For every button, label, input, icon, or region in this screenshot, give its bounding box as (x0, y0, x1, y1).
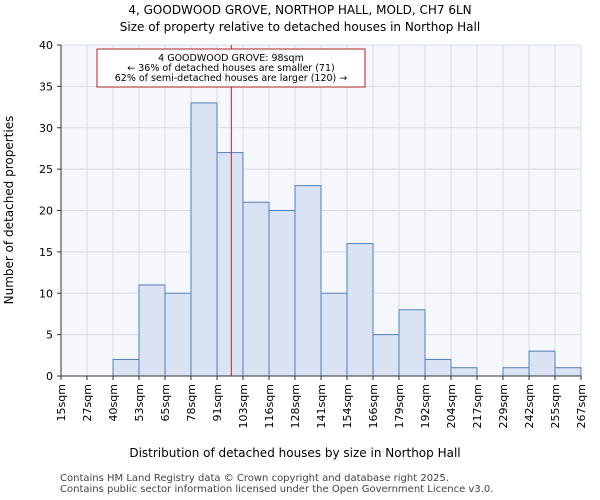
bar (372, 334, 400, 377)
bar (164, 292, 192, 377)
y-tick-label: 35 (39, 80, 53, 93)
x-tick-label: 192sqm (419, 384, 432, 428)
y-tick-label: 25 (39, 163, 53, 176)
bar (242, 201, 270, 377)
annotation-line1: 4 GOODWOOD GROVE: 98sqm (158, 53, 304, 64)
y-axis-label: Number of detached properties (2, 116, 16, 305)
x-tick-label: 65sqm (159, 384, 172, 421)
x-tick-label: 154sqm (341, 384, 354, 428)
y-tick-label: 30 (39, 122, 53, 135)
y-tick-label: 0 (46, 370, 53, 383)
x-tick-label: 40sqm (107, 384, 120, 421)
y-tick-label: 20 (39, 205, 53, 218)
x-tick-label: 53sqm (133, 384, 146, 421)
annotation-box: 4 GOODWOOD GROVE: 98sqm ← 36% of detache… (96, 48, 366, 88)
annotation-line2: ← 36% of detached houses are smaller (71… (127, 63, 334, 74)
x-tick-label: 229sqm (497, 384, 510, 428)
bar (320, 292, 348, 377)
x-tick-label: 103sqm (237, 384, 250, 428)
bar (112, 358, 140, 377)
x-axis: 15sqm 27sqm 40sqm 53sqm 65sqm 78sqm 91sqm 103sq… (55, 375, 588, 428)
y-axis: 0 5 10 15 20 25 30 35 40 (39, 39, 62, 383)
bar (346, 243, 374, 377)
chart-title-line2: Size of property relative to detached ho… (120, 20, 480, 34)
bar (528, 350, 556, 377)
x-tick-label: 204sqm (445, 384, 458, 428)
x-tick-label: 166sqm (367, 384, 380, 428)
x-tick-label: 255sqm (549, 384, 562, 428)
x-tick-label: 116sqm (263, 384, 276, 428)
y-tick-label: 10 (39, 287, 53, 300)
bar (268, 210, 296, 377)
x-tick-label: 179sqm (393, 384, 406, 428)
x-tick-label: 217sqm (471, 384, 484, 428)
x-tick-label: 267sqm (575, 384, 588, 428)
x-tick-label: 141sqm (315, 384, 328, 428)
y-tick-label: 15 (39, 246, 53, 259)
bar (138, 284, 166, 377)
y-tick-label: 5 (46, 329, 53, 342)
x-axis-label: Distribution of detached houses by size … (129, 446, 460, 460)
bar (398, 309, 426, 377)
bar (424, 358, 452, 377)
bar (450, 367, 478, 377)
bar (554, 367, 582, 377)
bar (502, 367, 530, 377)
x-tick-label: 15sqm (55, 384, 68, 421)
annotation-line3: 62% of semi-detached houses are larger (… (115, 73, 348, 84)
y-tick-label: 40 (39, 39, 53, 52)
chart-title-line1: 4, GOODWOOD GROVE, NORTHOP HALL, MOLD, C… (128, 3, 471, 17)
bar (294, 185, 322, 377)
bar (190, 102, 218, 377)
x-tick-label: 128sqm (289, 384, 302, 428)
bars (112, 102, 582, 377)
x-tick-label: 242sqm (523, 384, 536, 428)
x-tick-label: 27sqm (81, 384, 94, 421)
bar (216, 152, 244, 377)
x-tick-label: 91sqm (211, 384, 224, 421)
footer-line2: Contains public sector information licen… (60, 484, 494, 495)
footer-line1: Contains HM Land Registry data © Crown c… (60, 473, 449, 484)
x-tick-label: 78sqm (185, 384, 198, 421)
